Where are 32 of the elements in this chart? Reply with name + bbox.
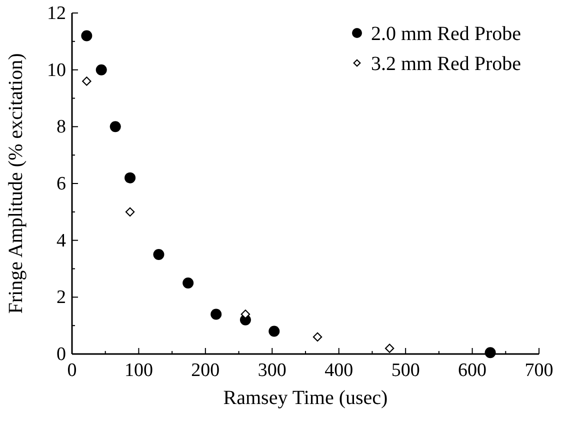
point <box>153 249 164 260</box>
point <box>96 64 107 76</box>
x-tick-label: 200 <box>191 360 220 381</box>
x-tick-label: 100 <box>124 360 153 381</box>
x-tick-label: 300 <box>258 360 286 381</box>
legend-label: 3.2 mm Red Probe <box>371 53 522 75</box>
point <box>312 332 322 342</box>
point <box>82 76 92 86</box>
y-tick-label: 4 <box>56 230 66 252</box>
point <box>81 30 92 42</box>
x-tick-label: 500 <box>391 360 420 381</box>
x-tick-label: 700 <box>524 360 554 381</box>
point <box>125 207 135 217</box>
x-tick-label: 400 <box>324 360 354 381</box>
y-tick-label: 10 <box>47 60 66 81</box>
y-tick-label: 8 <box>56 116 66 138</box>
y-tick-label: 0 <box>56 344 66 365</box>
y-tick-label: 12 <box>47 3 66 24</box>
x-tick-label: 600 <box>458 360 487 381</box>
point <box>110 121 121 132</box>
point <box>384 344 394 353</box>
point <box>268 326 280 337</box>
point <box>124 172 136 184</box>
point <box>484 347 496 358</box>
y-axis-title: Fringe Amplitude (% excitation) <box>5 53 27 314</box>
x-axis-title: Ramsey Time (usec) <box>223 387 388 409</box>
point <box>210 308 222 320</box>
legend-label: 2.0 mm Red Probe <box>371 23 522 45</box>
point <box>240 310 250 319</box>
point <box>182 277 194 288</box>
y-tick-label: 2 <box>56 287 66 308</box>
y-tick-label: 6 <box>56 174 66 194</box>
